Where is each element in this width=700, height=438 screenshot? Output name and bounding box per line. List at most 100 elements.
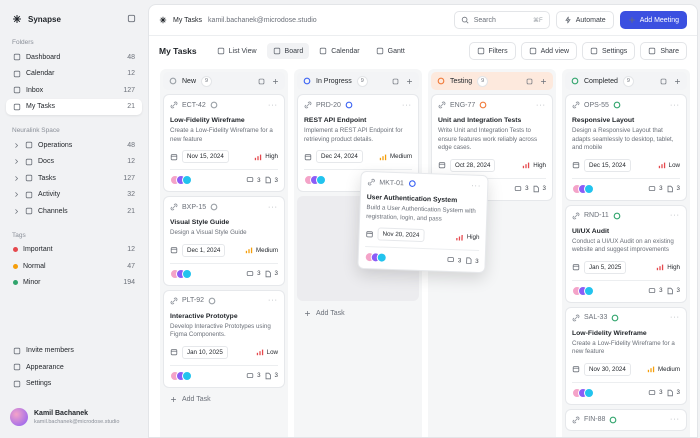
column-actions	[258, 78, 279, 85]
card-meta: Oct 28, 2024 High	[438, 158, 546, 179]
card-header: MKT-01 ···	[367, 178, 481, 190]
toolbar-button[interactable]: Filters	[468, 42, 516, 60]
toolbar-button[interactable]: Settings	[582, 42, 636, 60]
card-menu[interactable]: ···	[670, 212, 680, 219]
footer-label: Appearance	[26, 363, 64, 371]
due-date: Jan 10, 2025	[182, 345, 228, 359]
card-menu[interactable]: ···	[471, 182, 482, 190]
view-tab[interactable]: List View	[211, 43, 263, 59]
link-icon	[572, 212, 580, 219]
column-actions	[526, 78, 547, 85]
grid-icon	[526, 78, 533, 84]
status-icon	[479, 101, 487, 109]
toolbar-button[interactable]: Share	[640, 42, 687, 60]
priority: High	[522, 161, 546, 169]
status-icon	[610, 416, 617, 423]
link-icon	[572, 314, 580, 321]
due-date: Dec 24, 2024	[316, 150, 363, 163]
cmt-icon	[246, 372, 254, 378]
nav-item[interactable]: Channels 21	[6, 203, 142, 220]
comment-count: 3	[659, 287, 663, 294]
workspace[interactable]: kamil.bachanek@microdose.studio	[208, 16, 317, 24]
nav-item[interactable]: Inbox 127	[6, 82, 142, 99]
card-menu[interactable]: ···	[670, 314, 680, 321]
card-id: ECT-42	[182, 101, 206, 109]
footer-item[interactable]: Settings	[6, 376, 142, 393]
nav-count: 12	[127, 158, 135, 166]
cal-icon	[572, 162, 580, 169]
grid-icon	[25, 158, 33, 165]
nav-item[interactable]: Minor 194	[6, 275, 142, 292]
nav-item[interactable]: Dashboard 48	[6, 49, 142, 66]
task-card[interactable]: MKT-01 ··· User Authentication System Build…	[357, 170, 489, 274]
nav-item[interactable]: Operations 48	[6, 137, 142, 154]
task-card[interactable]: RND-11 ··· UI/UX Audit Conduct a UI/UX Audi…	[565, 204, 687, 303]
nav-item[interactable]: Tasks 127	[6, 170, 142, 187]
nav-item[interactable]: Important 12	[6, 242, 142, 259]
view-tab[interactable]: Calendar	[313, 43, 365, 59]
add-task[interactable]: Add Task	[163, 391, 285, 409]
card-menu[interactable]: ···	[670, 416, 680, 423]
card-menu[interactable]: ···	[670, 101, 680, 109]
nav-label: Dashboard	[26, 53, 61, 61]
file-count: 3	[274, 372, 278, 379]
card-menu[interactable]: ···	[268, 297, 278, 304]
grid-icon	[13, 54, 21, 61]
footer-label: Invite members	[26, 347, 74, 355]
card-menu[interactable]: ···	[268, 101, 278, 109]
search[interactable]: Search ⌘F	[453, 11, 550, 29]
card-id: PRD-20	[316, 101, 341, 109]
task-card[interactable]: BXP-15 ··· Visual Style Guide Design a Visu…	[163, 196, 285, 286]
user[interactable]: Kamil Bachanek kamil.bachanek@microdose.s…	[10, 408, 138, 426]
nav-count: 21	[127, 207, 135, 215]
header-button[interactable]: Automate	[555, 11, 614, 29]
nav-count: 12	[127, 70, 135, 78]
task-card[interactable]: ECT-42 ··· Low-Fidelity Wireframe Create a …	[163, 94, 285, 192]
assignees	[572, 183, 594, 194]
nav-item[interactable]: Calendar 12	[6, 66, 142, 83]
assignee-avatar	[182, 268, 192, 279]
toolbar-button[interactable]: Add view	[520, 42, 578, 60]
nav-item[interactable]: Normal 47	[6, 258, 142, 275]
footer-item[interactable]: Appearance	[6, 359, 142, 376]
button-label: Automate	[575, 16, 606, 24]
task-card[interactable]: PLT-92 ··· Interactive Prototype Develop In…	[163, 289, 285, 388]
card-menu[interactable]: ···	[536, 101, 546, 109]
card-menu[interactable]: ···	[268, 203, 278, 211]
column-name: Completed	[584, 77, 618, 85]
card-header: PRD-20 ···	[304, 101, 412, 109]
task-card[interactable]: SAL-33 ··· Low-Fidelity Wireframe Create a …	[565, 306, 687, 405]
column-actions	[660, 78, 681, 85]
header-button[interactable]: Add Meeting	[619, 11, 687, 29]
file-icon	[667, 185, 673, 192]
nav-item[interactable]: My Tasks 21	[6, 98, 142, 115]
file-count: 3	[475, 257, 479, 265]
footer-item[interactable]: Invite members	[6, 343, 142, 360]
add-task[interactable]: Add Task	[297, 304, 419, 322]
grid-icon	[258, 78, 265, 84]
add-task-label: Add Task	[316, 309, 345, 317]
nav-item[interactable]: Docs 12	[6, 154, 142, 171]
task-card[interactable]: OPS-55 ··· Responsive Layout Design a Respo…	[565, 94, 687, 201]
card-title: User Authentication System	[366, 194, 458, 205]
grid-icon	[392, 78, 399, 84]
view-tab[interactable]: Board	[266, 43, 310, 59]
button-label: Filters	[488, 47, 508, 55]
view-label: Board	[284, 47, 304, 55]
nav-item[interactable]: Activity 32	[6, 187, 142, 204]
card-menu[interactable]: ···	[402, 101, 412, 109]
card-title: UI/UX Audit	[572, 227, 610, 235]
sidebar-toggle[interactable]	[127, 14, 136, 25]
grid-icon	[13, 347, 21, 354]
grid-icon	[13, 103, 21, 110]
card-title: Responsive Layout	[572, 117, 635, 124]
card-meta: Nov 15, 2024 High	[170, 150, 278, 170]
card-id: FIN-88	[584, 416, 606, 423]
column-header: New 9	[163, 72, 285, 90]
task-card[interactable]: FIN-88 ···	[565, 408, 687, 431]
plus-icon	[628, 17, 635, 23]
view-tab[interactable]: Gantt	[370, 43, 411, 59]
